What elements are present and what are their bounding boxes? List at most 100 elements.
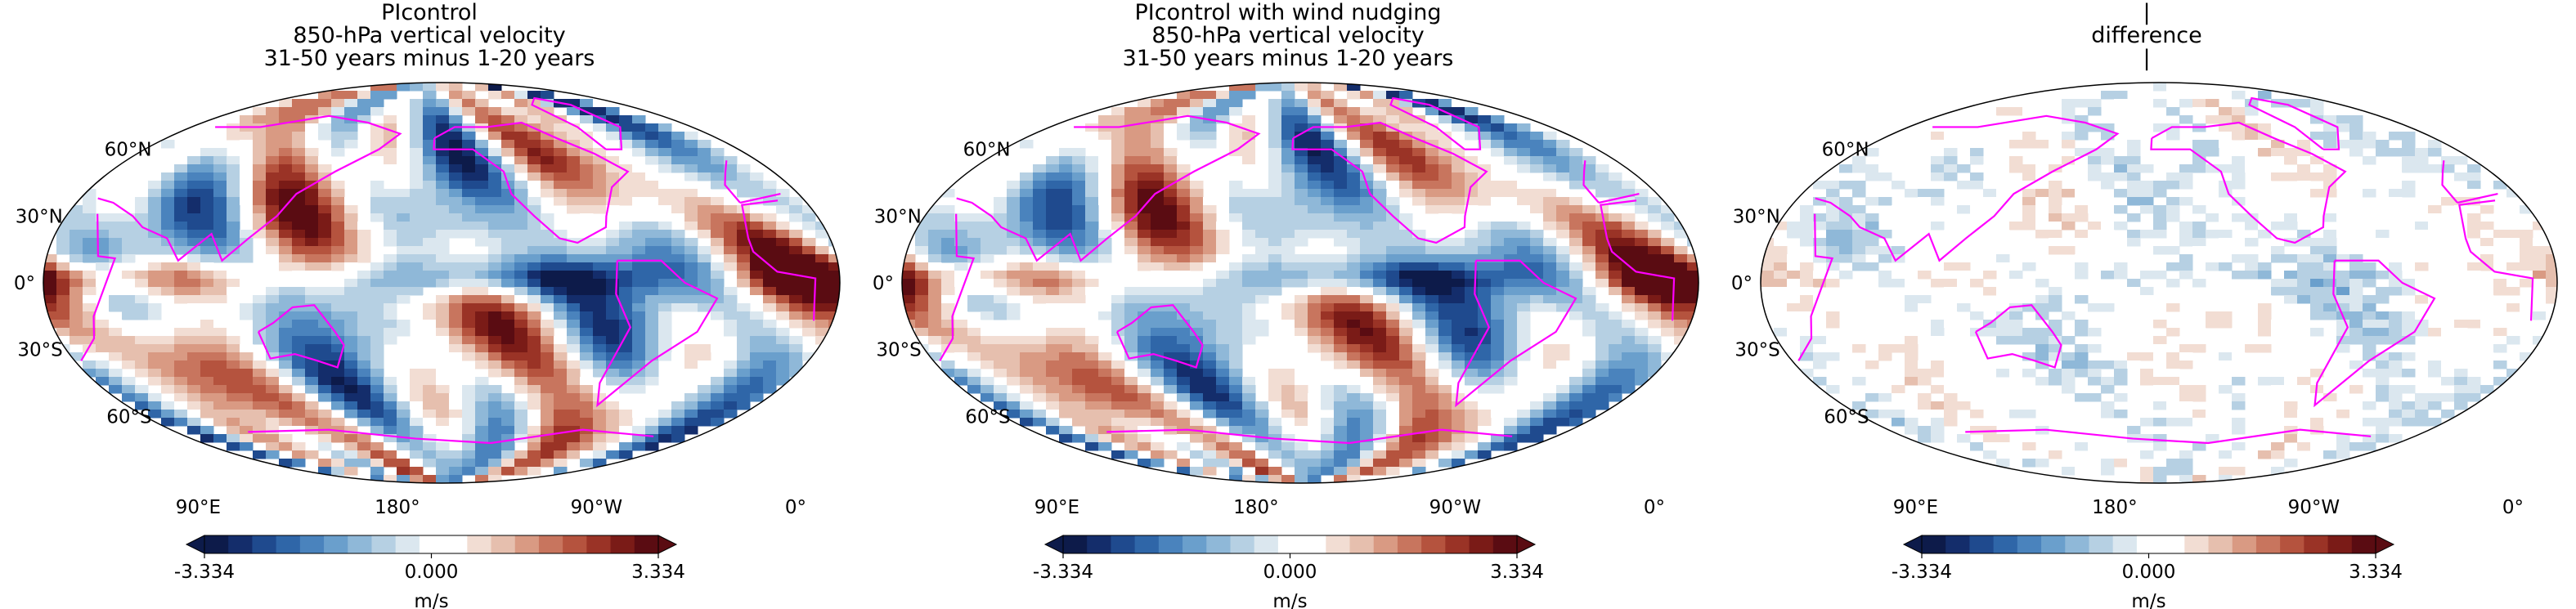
field-cell [2049,213,2062,222]
field-cell [1268,287,1282,296]
field-cell [1138,132,1151,141]
field-cell [56,320,70,329]
field-cell [1635,230,1649,239]
field-cell [619,238,633,247]
field-cell [1595,352,1609,361]
field-cell [1334,385,1348,394]
field-cell [1098,238,1112,247]
field-cell [1661,320,1675,329]
field-cell [2088,303,2102,312]
field-cell [436,205,450,214]
field-cell [593,434,607,443]
field-cell [1412,123,1426,132]
field-cell [318,230,332,239]
field-cell [1255,410,1269,419]
field-cell [1033,410,1047,419]
field-cell [737,360,751,369]
field-cell [2049,238,2062,247]
field-cell [2310,107,2324,116]
field-cell [1321,295,1335,304]
field-cell [96,369,110,378]
field-cell [1177,410,1191,419]
field-cell [1020,401,1034,410]
field-cell [1543,140,1557,149]
field-cell [1308,254,1322,263]
field-cell [1190,336,1204,345]
field-cell [1373,377,1387,386]
field-cell [737,230,751,239]
field-cell [527,311,541,320]
field-cell [1190,222,1204,231]
field-cell [1438,442,1452,451]
field-cell [1268,467,1282,476]
field-cell [2402,156,2416,165]
field-cell [1177,254,1191,263]
field-cell [1595,262,1609,271]
field-cell [711,262,725,271]
field-cell [1569,311,1583,320]
field-cell [1609,352,1622,361]
field-cell [1242,123,1256,132]
field-cell [1190,140,1204,149]
field-cell [1138,442,1151,451]
field-cell [1865,230,1879,239]
field-cell [1878,352,1892,361]
field-cell [1098,344,1112,353]
field-cell [606,189,620,198]
field-cell [1111,115,1125,124]
field-cell [109,230,123,239]
field-cell [2506,279,2520,288]
field-cell [1504,271,1518,280]
field-cell [423,148,437,157]
field-cell [1865,360,1879,369]
field-cell [1504,426,1518,435]
field-cell [684,360,698,369]
field-cell [109,295,123,304]
colorbar-segment [204,535,229,553]
field-cell [1059,189,1073,198]
field-cell [2192,140,2206,149]
field-cell [279,442,293,451]
field-cell [488,246,502,255]
field-cell [1905,360,1919,369]
field-cell [541,410,554,419]
field-cell [2336,295,2350,304]
field-cell [1425,246,1439,255]
field-cell [1595,172,1609,181]
field-cell [658,262,672,271]
field-cell [1124,181,1138,190]
field-cell [1124,148,1138,157]
field-cell [2022,213,2036,222]
field-cell [331,450,345,459]
longitude-label: 90°W [571,497,623,518]
latitude-label: 30°S [876,340,921,361]
field-cell [83,271,96,280]
field-cell [1177,295,1191,304]
field-cell [1190,377,1204,386]
field-cell [1826,181,1840,190]
field-cell [1787,328,1801,337]
field-cell [488,434,502,443]
field-cell [1556,279,1570,288]
field-cell [1242,164,1256,173]
field-cell [514,222,528,231]
field-cell [2245,254,2259,263]
field-cell [1517,271,1531,280]
field-cell [397,148,411,157]
field-cell [541,377,554,386]
field-cell [619,132,633,141]
field-cell [1308,205,1322,214]
field-cell [2349,213,2363,222]
field-cell [671,164,685,173]
field-cell [240,311,254,320]
field-cell [789,246,803,255]
field-cell [501,172,515,181]
field-cell [331,311,345,320]
field-cell [1425,197,1439,206]
field-cell [2192,99,2206,108]
field-cell [2140,189,2154,198]
field-cell [619,262,633,271]
field-cell [1059,401,1073,410]
field-cell [56,271,70,280]
